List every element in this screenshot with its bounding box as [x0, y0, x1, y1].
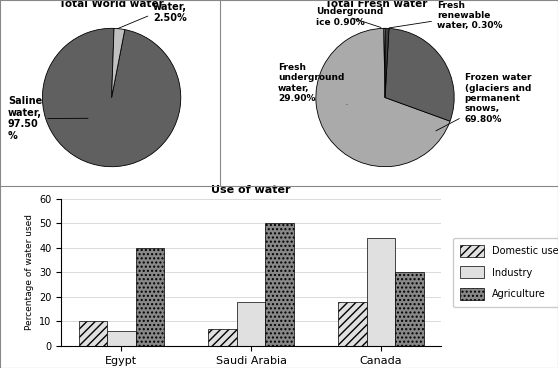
Text: Fresh
water,
2.50%: Fresh water, 2.50%	[118, 0, 187, 29]
Bar	[395, 272, 424, 346]
Bar	[136, 248, 164, 346]
Wedge shape	[316, 28, 450, 167]
Wedge shape	[42, 28, 181, 167]
Bar	[237, 302, 266, 346]
Text: Underground
ice 0.90%: Underground ice 0.90%	[316, 7, 383, 28]
Bar	[107, 331, 136, 346]
Text: Fresh
underground
water,
29.90%: Fresh underground water, 29.90%	[278, 63, 347, 105]
Title: Total World water: Total World water	[59, 0, 164, 9]
Wedge shape	[112, 28, 125, 98]
Bar	[367, 238, 395, 346]
Wedge shape	[384, 28, 385, 98]
Bar	[266, 223, 294, 346]
Title: Total Fresh water: Total Fresh water	[325, 0, 427, 9]
Text: Frozen water
(glaciers and
permanent
snows,
69.80%: Frozen water (glaciers and permanent sno…	[436, 73, 531, 131]
Bar	[79, 321, 107, 346]
Wedge shape	[385, 28, 389, 98]
Title: Use of water: Use of water	[211, 185, 291, 195]
Text: Fresh
renewable
water, 0.30%: Fresh renewable water, 0.30%	[389, 0, 502, 30]
Bar	[208, 329, 237, 346]
Y-axis label: Percentage of water used: Percentage of water used	[25, 214, 33, 330]
Legend: Domestic use, Industry, Agriculture: Domestic use, Industry, Agriculture	[453, 238, 558, 307]
Text: Saline
water,
97.50
%: Saline water, 97.50 %	[8, 96, 88, 141]
Bar	[338, 302, 367, 346]
Wedge shape	[385, 28, 454, 121]
